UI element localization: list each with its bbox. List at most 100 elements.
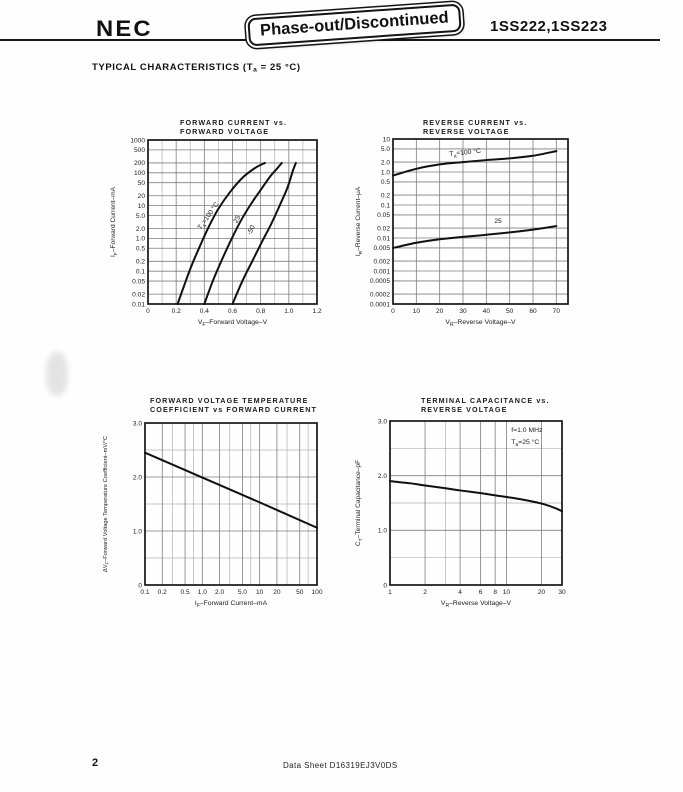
section-title: TYPICAL CHARACTERISTICS (Ta = 25 °C) [92, 62, 301, 74]
svg-text:0.01: 0.01 [377, 235, 390, 242]
svg-text:0.5: 0.5 [381, 179, 390, 186]
svg-text:2: 2 [423, 589, 427, 596]
svg-text:1.2: 1.2 [312, 308, 321, 315]
svg-text:6: 6 [479, 589, 483, 596]
svg-text:0: 0 [383, 582, 387, 589]
part-numbers: 1SS222,1SS223 [490, 18, 608, 35]
svg-text:2.0: 2.0 [215, 589, 224, 596]
svg-text:10: 10 [138, 203, 146, 210]
svg-text:Ta=100 °C: Ta=100 °C [449, 147, 482, 160]
svg-text:0.2: 0.2 [158, 589, 167, 596]
svg-text:5.0: 5.0 [381, 146, 390, 153]
svg-text:3.0: 3.0 [378, 418, 387, 425]
svg-text:FORWARD VOLTAGE TEMPERATURE: FORWARD VOLTAGE TEMPERATURE [150, 396, 309, 405]
svg-text:0: 0 [138, 582, 142, 589]
svg-text:50: 50 [296, 589, 304, 596]
svg-text:1: 1 [388, 589, 392, 596]
svg-text:2.0: 2.0 [381, 159, 390, 166]
svg-text:IR–Reverse Current–μA: IR–Reverse Current–μA [355, 186, 364, 256]
svg-text:COEFFICIENT vs FORWARD CURRENT: COEFFICIENT vs FORWARD CURRENT [150, 405, 317, 414]
nec-logo: NEC [96, 16, 153, 41]
svg-text:0.05: 0.05 [132, 278, 145, 285]
svg-text:REVERSE CURRENT vs.: REVERSE CURRENT vs. [423, 118, 527, 127]
reverse-current-vs-reverse-voltage-chart: 0 10 20 30 40 50 60 70 10 5.0 2.0 1.0 0.5 0.2 0.1 0.05 0… [355, 118, 569, 328]
scan-smudge [46, 352, 68, 396]
svg-text:0.0002: 0.0002 [370, 291, 391, 298]
svg-text:0: 0 [391, 308, 395, 315]
svg-text:4: 4 [458, 589, 462, 596]
svg-text:0.0005: 0.0005 [370, 278, 391, 285]
svg-text:0.1: 0.1 [140, 589, 149, 596]
svg-text:IF–Forward Current–mA: IF–Forward Current–mA [110, 186, 119, 257]
svg-text:0.02: 0.02 [132, 291, 145, 298]
svg-text:0.002: 0.002 [373, 258, 390, 265]
svg-text:Ta=25 °C: Ta=25 °C [511, 438, 539, 448]
svg-text:FORWARD VOLTAGE: FORWARD VOLTAGE [180, 127, 269, 136]
svg-text:0.05: 0.05 [377, 212, 390, 219]
svg-text:0.2: 0.2 [172, 308, 181, 315]
svg-text:70: 70 [553, 308, 561, 315]
svg-text:1.0: 1.0 [198, 589, 207, 596]
svg-text:VR–Reverse Voltage–V: VR–Reverse Voltage–V [441, 600, 512, 609]
svg-text:0: 0 [146, 308, 150, 315]
svg-text:ΔVF–Forward Voltage Temperatur: ΔVF–Forward Voltage Temperature Coeffici… [103, 436, 110, 572]
svg-text:REVERSE VOLTAGE: REVERSE VOLTAGE [421, 405, 508, 414]
svg-text:0.6: 0.6 [228, 308, 237, 315]
svg-text:5.0: 5.0 [136, 213, 145, 220]
svg-text:2.0: 2.0 [378, 473, 387, 480]
svg-text:0.005: 0.005 [373, 245, 390, 252]
svg-text:0.0001: 0.0001 [370, 301, 391, 308]
svg-text:1.0: 1.0 [381, 169, 390, 176]
svg-text:10: 10 [413, 308, 421, 315]
svg-text:1.0: 1.0 [284, 308, 293, 315]
svg-text:0.001: 0.001 [373, 268, 390, 275]
svg-text:1000: 1000 [130, 137, 145, 144]
svg-text:100: 100 [134, 170, 145, 177]
svg-text:500: 500 [134, 147, 145, 154]
svg-text:10: 10 [503, 589, 511, 596]
svg-text:0.5: 0.5 [180, 589, 189, 596]
svg-text:20: 20 [138, 193, 146, 200]
svg-text:100: 100 [311, 589, 322, 596]
forward-current-vs-forward-voltage-chart: 0 0.2 0.4 0.6 0.8 1.0 1.2 1000 500 200 100 50 20 10 5.… [110, 118, 322, 328]
svg-text:FORWARD CURRENT vs.: FORWARD CURRENT vs. [180, 118, 287, 127]
terminal-capacitance-vs-reverse-voltage-chart: 1 2 4 6 8 10 20 30 3.0 2.0 1.0 0 TERMINAL CAPACITANC… [355, 396, 566, 609]
page-number: 2 [92, 757, 99, 769]
svg-text:0.2: 0.2 [136, 259, 145, 266]
svg-text:CT–Terminal Capacitance–pF: CT–Terminal Capacitance–pF [355, 460, 364, 546]
svg-text:20: 20 [538, 589, 546, 596]
svg-text:50: 50 [506, 308, 514, 315]
svg-text:2.0: 2.0 [136, 226, 145, 233]
svg-text:50: 50 [138, 180, 146, 187]
svg-text:0.1: 0.1 [381, 202, 390, 209]
svg-text:REVERSE VOLTAGE: REVERSE VOLTAGE [423, 127, 510, 136]
svg-text:5.0: 5.0 [238, 589, 247, 596]
svg-text:30: 30 [459, 308, 467, 315]
svg-text:0.1: 0.1 [136, 269, 145, 276]
doc-label: Data Sheet D16319EJ3V0DS [283, 761, 398, 770]
svg-text:20: 20 [273, 589, 281, 596]
svg-text:10: 10 [256, 589, 264, 596]
svg-text:40: 40 [483, 308, 491, 315]
svg-text:0.5: 0.5 [136, 246, 145, 253]
svg-text:0.2: 0.2 [381, 192, 390, 199]
svg-text:VF–Forward Voltage–V: VF–Forward Voltage–V [198, 319, 268, 328]
svg-text:TERMINAL CAPACITANCE vs.: TERMINAL CAPACITANCE vs. [421, 396, 550, 405]
svg-text:200: 200 [134, 160, 145, 167]
svg-text:30: 30 [558, 589, 566, 596]
svg-text:0.8: 0.8 [256, 308, 265, 315]
svg-text:0.01: 0.01 [132, 301, 145, 308]
svg-text:IF–Forward Current–mA: IF–Forward Current–mA [195, 600, 268, 609]
svg-text:-50: -50 [246, 224, 257, 236]
svg-text:0.4: 0.4 [200, 308, 209, 315]
svg-text:1.0: 1.0 [133, 528, 142, 535]
svg-text:25: 25 [494, 218, 502, 225]
svg-text:20: 20 [436, 308, 444, 315]
svg-text:VR–Reverse Voltage–V: VR–Reverse Voltage–V [445, 319, 516, 328]
svg-text:2.0: 2.0 [133, 474, 142, 481]
svg-text:8: 8 [493, 589, 497, 596]
svg-text:60: 60 [529, 308, 537, 315]
svg-text:f=1.0 MHz: f=1.0 MHz [511, 427, 543, 434]
svg-text:25: 25 [233, 214, 243, 224]
